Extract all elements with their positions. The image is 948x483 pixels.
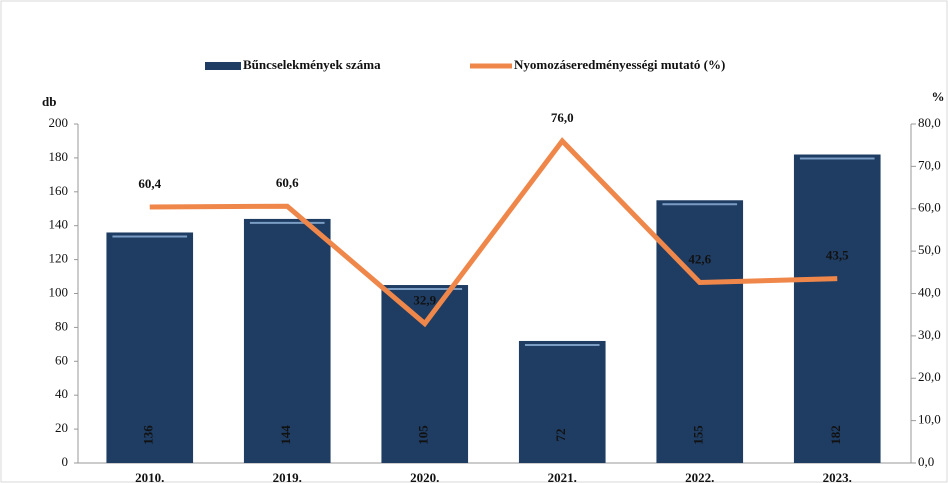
legend-label: Bűncselekmények száma: [243, 57, 381, 72]
y2-tick-label: 40,0: [918, 284, 941, 299]
y2-tick-label: 20,0: [918, 369, 941, 384]
x-tick-label: 2010.: [135, 470, 164, 483]
y2-tick-label: 60,0: [918, 200, 941, 215]
bar-value-label: 182: [828, 425, 843, 445]
y2-tick-label: 10,0: [918, 412, 941, 427]
bar-value-label: 136: [141, 425, 156, 445]
chart: db % 0 20 40 60 80 100 120 140 160 180 200 0,0 10,0 2…: [0, 0, 948, 483]
y-tick-label: 140: [49, 217, 69, 232]
legend-label: Nyomozáseredményességi mutató (%): [514, 57, 725, 72]
y2-tick-label: 70,0: [918, 157, 941, 172]
bar: [519, 341, 606, 463]
x-tick-label: 2021.: [548, 470, 577, 483]
x-tick-label: 2023.: [823, 470, 852, 483]
bar: [794, 155, 881, 463]
y-tick-label: 180: [49, 149, 69, 164]
bar-value-label: 105: [416, 425, 431, 445]
x-tick-label: 2022.: [685, 470, 714, 483]
y2-axis-label: %: [932, 89, 945, 104]
bar-value-label: 144: [278, 425, 293, 445]
bar-value-label: 72: [553, 429, 568, 442]
x-tick-label: 2019.: [273, 470, 302, 483]
y-tick-label: 160: [49, 183, 69, 198]
bar: [656, 200, 743, 463]
y-tick-label: 0: [62, 454, 69, 469]
y-tick-label: 200: [49, 115, 69, 130]
bar-value-label: 155: [691, 425, 706, 445]
x-tick-label: 2020.: [410, 470, 439, 483]
line-value-label: 43,5: [826, 248, 849, 263]
y-tick-label: 120: [49, 251, 69, 266]
legend-swatch: [205, 62, 241, 70]
y-tick-label: 60: [55, 352, 68, 367]
line-value-label: 32,9: [413, 293, 436, 308]
y2-tick-label: 80,0: [918, 115, 941, 130]
y-axis-label: db: [42, 94, 56, 109]
y-tick-label: 40: [55, 386, 68, 401]
y-tick-label: 100: [49, 284, 69, 299]
line-value-label: 60,4: [138, 176, 161, 191]
line-value-label: 60,6: [276, 175, 299, 190]
line-value-label: 76,0: [551, 110, 574, 125]
y2-tick-label: 30,0: [918, 327, 941, 342]
y-tick-label: 80: [55, 318, 68, 333]
y2-tick-label: 50,0: [918, 242, 941, 257]
line-value-label: 42,6: [688, 251, 711, 266]
y-tick-label: 20: [55, 420, 68, 435]
y2-tick-label: 0,0: [918, 454, 934, 469]
